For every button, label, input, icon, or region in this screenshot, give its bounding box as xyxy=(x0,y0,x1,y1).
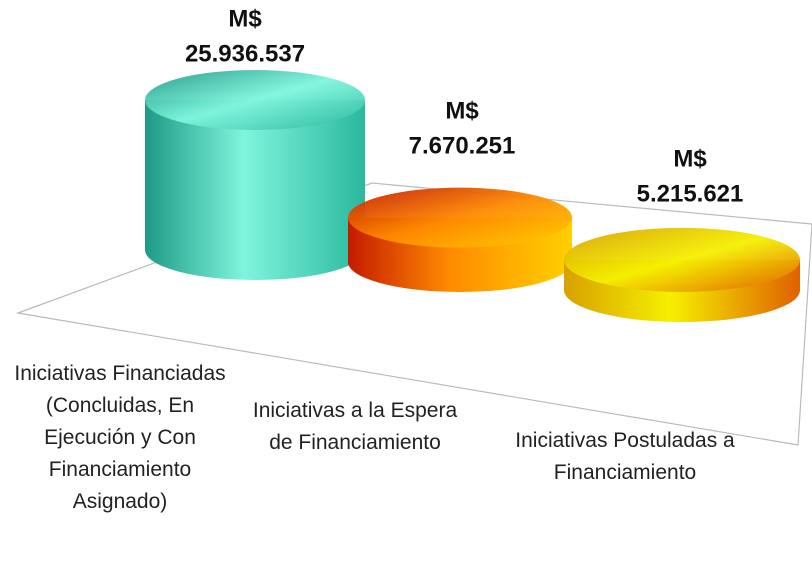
category-label: Iniciativas a la Espera de Financiamient… xyxy=(252,399,458,454)
cylinder-top xyxy=(564,227,800,292)
value-label: 25.936.537 xyxy=(185,40,305,67)
value-label: 7.670.251 xyxy=(409,132,516,159)
cylinder-top xyxy=(145,70,365,130)
category-label: Iniciativas Financiadas (Concluidas, En … xyxy=(14,362,226,513)
value-label: M$ xyxy=(445,97,479,124)
value-label: M$ xyxy=(228,5,262,32)
value-label: 5.215.621 xyxy=(637,180,744,207)
category-label: Iniciativas Postuladas a Financiamiento xyxy=(515,429,735,484)
cylinder-top xyxy=(348,187,572,248)
cylinder-body xyxy=(145,100,365,280)
value-label: M$ xyxy=(673,145,707,172)
